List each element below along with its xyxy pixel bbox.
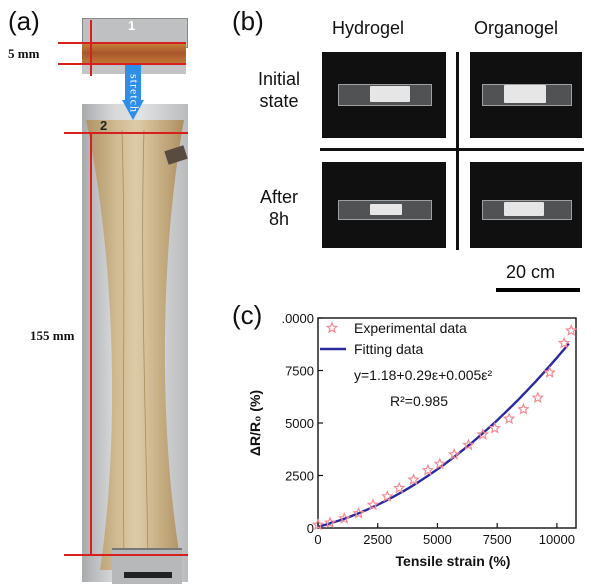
row-label-initial: Initial state	[244, 68, 314, 112]
experimental-point	[543, 366, 556, 378]
x-tick-label: 2500	[363, 532, 392, 547]
fitting-line	[317, 342, 570, 528]
experimental-point	[447, 447, 461, 460]
dim-line-vertical-top	[90, 20, 92, 76]
initial-length-label: 5 mm	[8, 46, 40, 61]
photo-organogel-initial	[470, 52, 582, 138]
stretched-length-label: 155 mm	[30, 328, 75, 343]
dim-line-vertical-main	[90, 132, 92, 556]
photo-hydrogel-initial	[322, 52, 446, 138]
row-label-after-line1: After	[259, 187, 298, 207]
scale-bar-label: 20 cm	[506, 262, 556, 282]
r-squared: R²=0.985	[390, 393, 448, 409]
stretch-arrow-icon	[122, 64, 144, 120]
dim-line-stretch-bottom	[64, 554, 188, 556]
experimental-point	[338, 511, 351, 524]
marker-two: 2	[100, 118, 108, 133]
x-axis-title: Tensile strain (%)	[396, 553, 511, 569]
photo-hydrogel-after	[322, 162, 446, 248]
panel-c-label: (c)	[232, 300, 263, 330]
dim-line-top-2	[58, 63, 186, 65]
experimental-point	[421, 463, 435, 476]
grid-divider-horizontal	[320, 148, 584, 151]
panel-b-label: (b)	[232, 6, 264, 36]
experimental-point	[531, 391, 545, 404]
dim-line-stretch-top	[64, 132, 188, 134]
experimental-point	[564, 324, 578, 336]
experimental-point	[488, 421, 502, 434]
experimental-point	[517, 402, 530, 415]
x-tick-label: 5000	[423, 532, 452, 547]
col-header-hydrogel: Hydrogel	[332, 18, 405, 38]
y-tick-label: 7500	[285, 364, 314, 379]
legend-fitting: Fitting data	[354, 341, 423, 357]
experimental-point	[392, 481, 406, 494]
experimental-point	[311, 518, 325, 531]
y-tick-label: 0	[307, 521, 314, 536]
x-tick-label: 0	[314, 532, 321, 547]
panel-a-label: (a)	[8, 6, 40, 36]
y-axis-title: ΔR/R₀ (%)	[247, 390, 263, 456]
experimental-point	[476, 427, 490, 440]
row-label-after-line2: 8h	[268, 209, 290, 229]
experimental-point	[433, 457, 447, 470]
row-label-initial-line1: Initial	[257, 69, 301, 89]
photo-organogel-after	[470, 162, 582, 248]
x-tick-label: 10000	[539, 532, 575, 547]
experimental-point	[407, 473, 420, 486]
bottom-clamp-bar	[124, 572, 172, 578]
scale-bar	[496, 288, 580, 292]
dim-line-top-1	[58, 42, 186, 44]
y-tick-label: 2500	[285, 469, 314, 484]
stretched-gel-image	[86, 120, 184, 570]
experimental-point	[323, 516, 337, 529]
y-tick-label: 5000	[285, 416, 314, 431]
y-tick-label: .0000	[281, 311, 314, 326]
marker-one: 1	[128, 18, 136, 33]
panel-a: (a) 1 stretch 2 5 mm 155 mm	[0, 0, 230, 585]
x-tick-label: 7500	[483, 532, 512, 547]
unstretched-sample	[82, 42, 186, 64]
legend-star-icon	[325, 321, 339, 334]
col-header-organogel: Organogel	[474, 18, 559, 38]
experimental-point	[462, 438, 475, 451]
experimental-point	[502, 412, 516, 425]
experimental-point	[557, 336, 571, 349]
fit-equation: y=1.18+0.29ε+0.005ε²	[354, 367, 493, 383]
experimental-point	[381, 489, 394, 502]
legend-experimental: Experimental data	[354, 320, 467, 336]
row-label-initial-line2: state	[259, 91, 299, 111]
row-label-after: After 8h	[244, 186, 314, 230]
experimental-point	[366, 498, 380, 511]
grid-divider-vertical	[456, 52, 459, 250]
experimental-point	[352, 506, 365, 519]
